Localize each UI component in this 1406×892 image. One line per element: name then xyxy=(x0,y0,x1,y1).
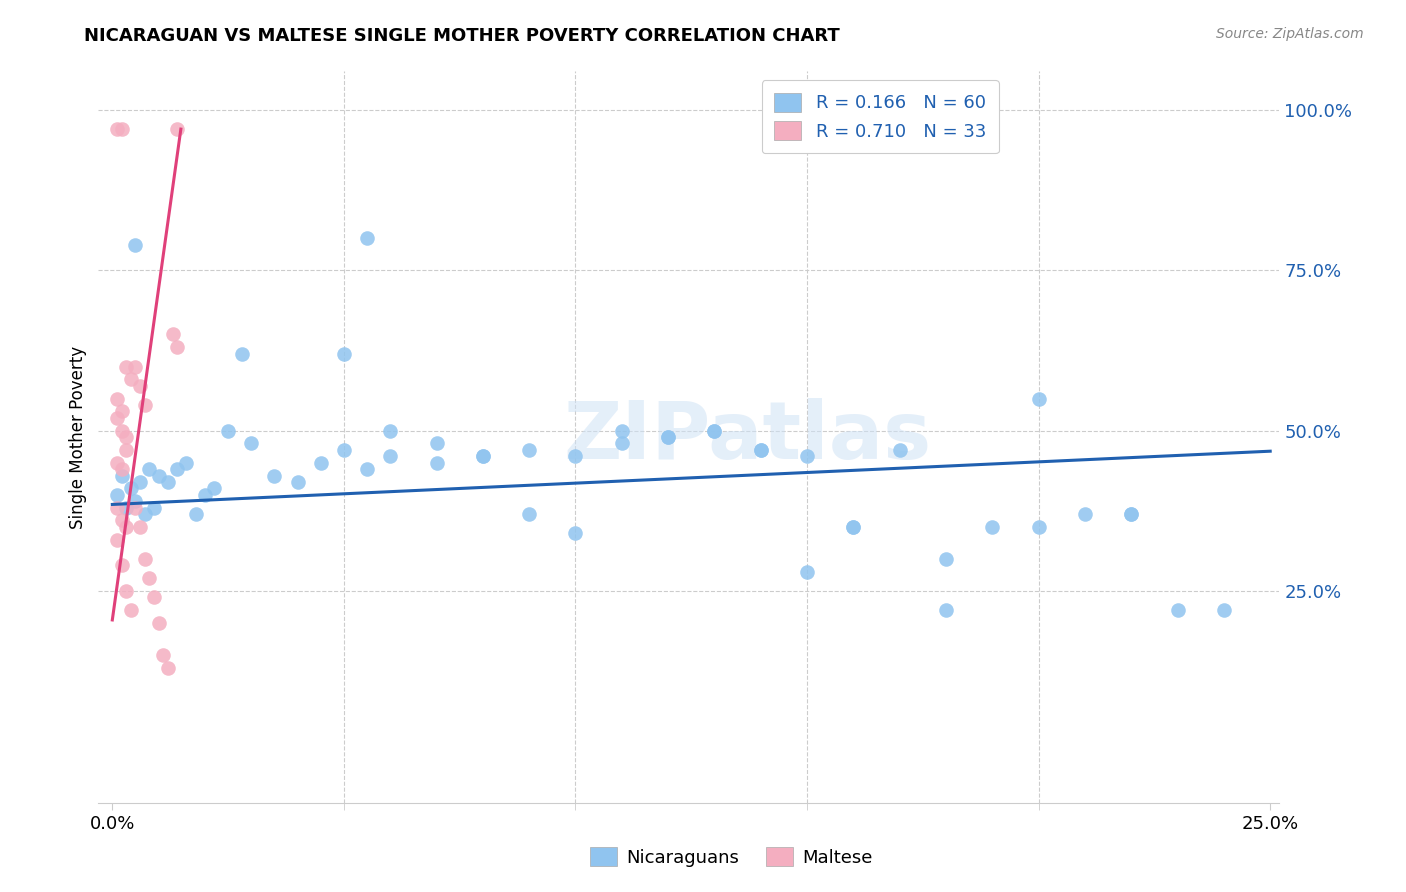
Point xyxy=(1028,520,1050,534)
Point xyxy=(110,514,132,528)
Point xyxy=(156,475,179,489)
Point xyxy=(184,507,207,521)
Point xyxy=(1121,507,1143,521)
Point xyxy=(842,520,865,534)
Legend: R = 0.166   N = 60, R = 0.710   N = 33: R = 0.166 N = 60, R = 0.710 N = 33 xyxy=(762,80,998,153)
Point xyxy=(129,475,152,489)
Point xyxy=(796,450,818,464)
Point xyxy=(115,520,138,534)
Point xyxy=(120,372,142,386)
Text: NICARAGUAN VS MALTESE SINGLE MOTHER POVERTY CORRELATION CHART: NICARAGUAN VS MALTESE SINGLE MOTHER POVE… xyxy=(84,27,841,45)
Point xyxy=(981,520,1004,534)
Point xyxy=(1167,603,1189,617)
Point xyxy=(134,552,156,566)
Point xyxy=(166,340,188,354)
Point xyxy=(115,584,138,599)
Point xyxy=(115,500,138,515)
Point xyxy=(105,456,128,470)
Point xyxy=(703,424,725,438)
Point xyxy=(240,436,263,450)
Point xyxy=(471,450,494,464)
Point xyxy=(333,442,356,457)
Point xyxy=(124,359,146,374)
Point xyxy=(194,488,217,502)
Point xyxy=(287,475,309,489)
Point xyxy=(1074,507,1097,521)
Point xyxy=(610,436,633,450)
Point xyxy=(124,494,146,508)
Point xyxy=(110,558,132,573)
Y-axis label: Single Mother Poverty: Single Mother Poverty xyxy=(69,345,87,529)
Point xyxy=(129,520,152,534)
Point xyxy=(1121,507,1143,521)
Point xyxy=(425,436,447,450)
Point xyxy=(166,122,188,136)
Point xyxy=(176,456,198,470)
Point xyxy=(138,462,160,476)
Point xyxy=(152,648,174,663)
Point xyxy=(110,468,132,483)
Point xyxy=(231,346,253,360)
Point xyxy=(425,456,447,470)
Point xyxy=(105,500,128,515)
Point xyxy=(517,507,540,521)
Point xyxy=(110,462,132,476)
Point xyxy=(356,231,378,245)
Point xyxy=(129,378,152,392)
Point xyxy=(156,661,179,675)
Point xyxy=(796,565,818,579)
Point xyxy=(124,237,146,252)
Point xyxy=(148,616,170,631)
Point xyxy=(309,456,332,470)
Point xyxy=(935,603,957,617)
Point xyxy=(143,500,166,515)
Point xyxy=(110,122,132,136)
Point xyxy=(564,526,586,541)
Point xyxy=(148,468,170,483)
Text: ZIPatlas: ZIPatlas xyxy=(564,398,932,476)
Point xyxy=(134,398,156,412)
Point xyxy=(333,346,356,360)
Point xyxy=(115,359,138,374)
Point xyxy=(749,442,772,457)
Legend: Nicaraguans, Maltese: Nicaraguans, Maltese xyxy=(582,840,880,874)
Point xyxy=(105,410,128,425)
Point xyxy=(380,450,402,464)
Point xyxy=(657,430,679,444)
Point xyxy=(134,507,156,521)
Point xyxy=(935,552,957,566)
Point xyxy=(1028,392,1050,406)
Point xyxy=(162,327,184,342)
Point xyxy=(842,520,865,534)
Point xyxy=(105,533,128,547)
Point xyxy=(610,424,633,438)
Point xyxy=(380,424,402,438)
Point xyxy=(115,430,138,444)
Point xyxy=(263,468,285,483)
Point xyxy=(124,500,146,515)
Text: Source: ZipAtlas.com: Source: ZipAtlas.com xyxy=(1216,27,1364,41)
Point xyxy=(105,122,128,136)
Point xyxy=(143,591,166,605)
Point xyxy=(115,442,138,457)
Point xyxy=(110,424,132,438)
Point xyxy=(166,462,188,476)
Point xyxy=(202,482,225,496)
Point xyxy=(471,450,494,464)
Point xyxy=(657,430,679,444)
Point xyxy=(120,482,142,496)
Point xyxy=(749,442,772,457)
Point xyxy=(703,424,725,438)
Point xyxy=(110,404,132,418)
Point xyxy=(1212,603,1234,617)
Point xyxy=(356,462,378,476)
Point xyxy=(138,571,160,585)
Point xyxy=(105,392,128,406)
Point xyxy=(120,603,142,617)
Point xyxy=(889,442,911,457)
Point xyxy=(564,450,586,464)
Point xyxy=(105,488,128,502)
Point xyxy=(217,424,239,438)
Point xyxy=(517,442,540,457)
